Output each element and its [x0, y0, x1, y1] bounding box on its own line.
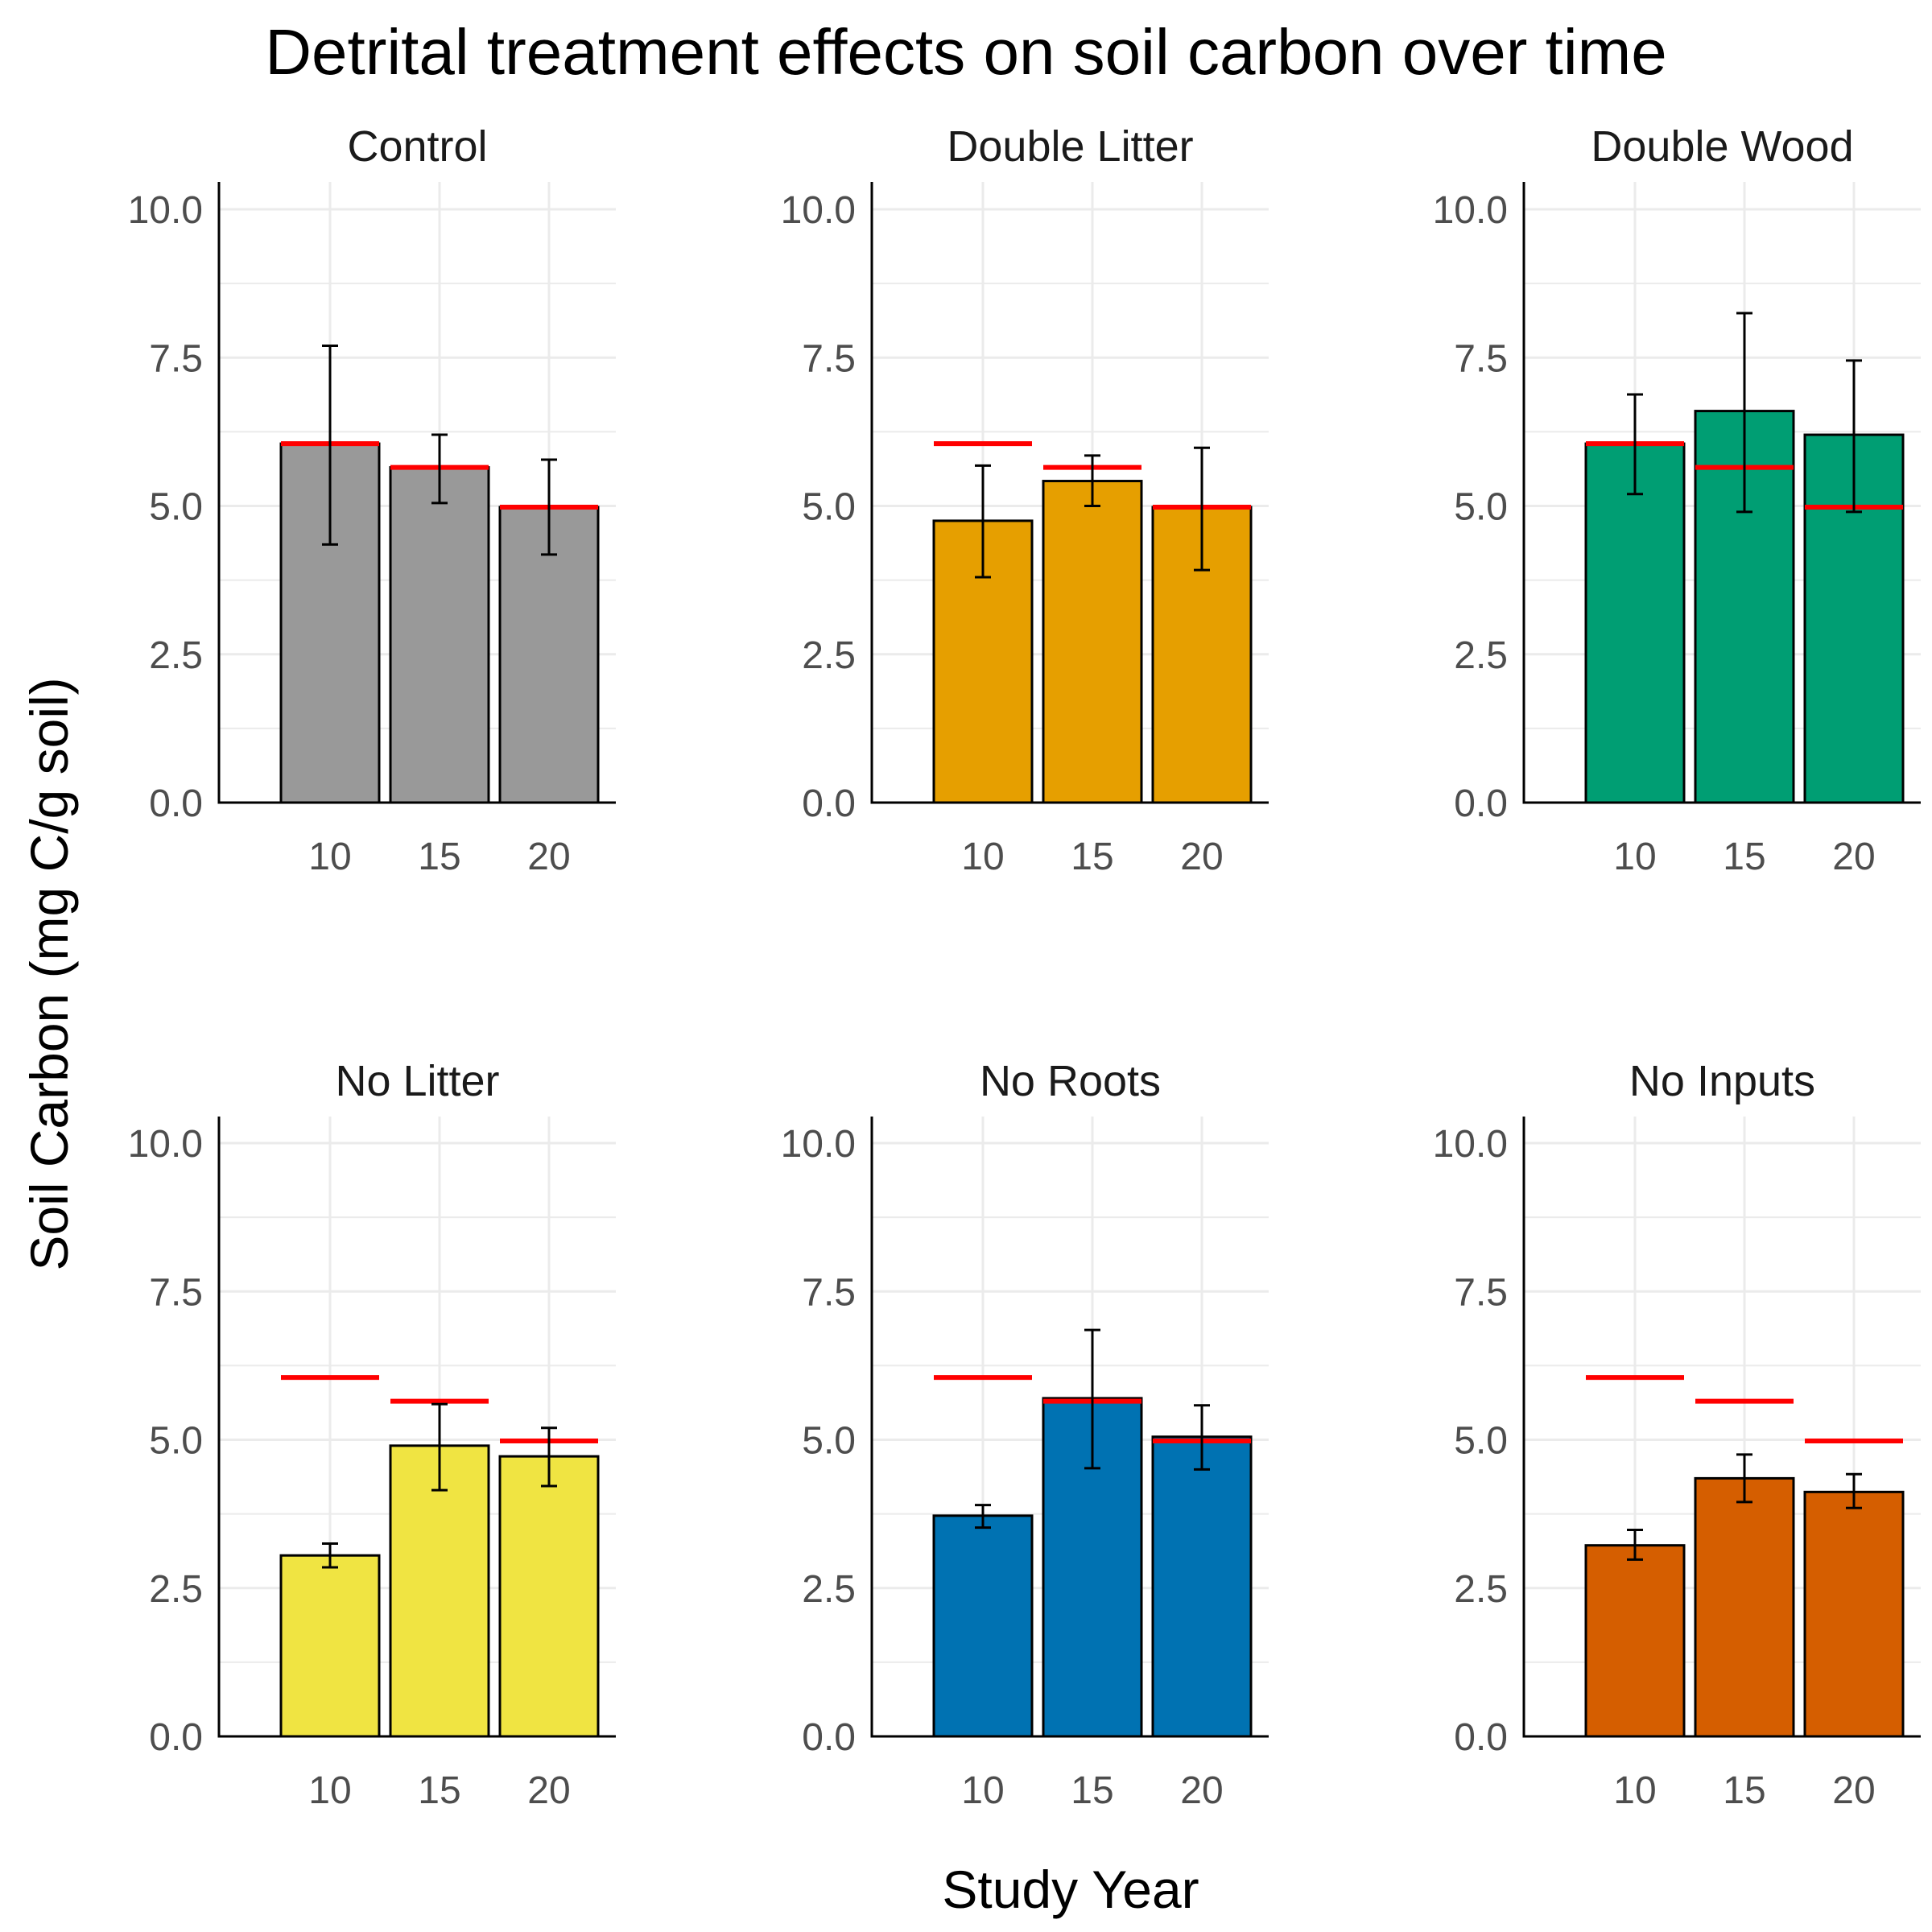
y-tick-label: 5.0	[149, 1420, 203, 1463]
x-tick-label: 20	[1832, 1769, 1875, 1812]
bar-no-inputs-15	[1694, 1476, 1795, 1738]
bar-no-inputs-10	[1584, 1544, 1686, 1738]
panel-title-double-wood: Double Wood	[1591, 122, 1853, 171]
y-tick-label: 10.0	[1433, 189, 1508, 232]
bar-no-litter-10	[279, 1554, 381, 1738]
y-tick-label: 5.0	[149, 486, 203, 529]
y-tick-label: 2.5	[149, 634, 203, 677]
x-tick-label: 10	[308, 1769, 351, 1812]
x-tick-label: 15	[1071, 836, 1113, 878]
x-tick-label: 20	[1180, 1769, 1223, 1812]
y-tick-label: 5.0	[802, 486, 856, 529]
y-tick-label: 10.0	[1433, 1123, 1508, 1166]
bar-no-roots-20	[1151, 1435, 1253, 1738]
y-tick-label: 2.5	[802, 634, 856, 677]
bar-double-wood-15	[1694, 410, 1795, 804]
y-tick-label: 2.5	[802, 1568, 856, 1611]
panel-title-no-litter: No Litter	[335, 1057, 499, 1105]
bar-no-roots-10	[932, 1514, 1034, 1738]
bar-double-litter-15	[1042, 480, 1143, 804]
x-tick-label: 15	[1723, 1769, 1765, 1812]
y-tick-label: 2.5	[1454, 1568, 1508, 1611]
y-tick-label: 10.0	[128, 1123, 203, 1166]
y-tick-label: 5.0	[802, 1420, 856, 1463]
y-tick-label: 7.5	[149, 337, 203, 380]
y-tick-label: 2.5	[149, 1568, 203, 1611]
x-tick-label: 15	[1723, 836, 1765, 878]
x-tick-label: 20	[527, 1769, 570, 1812]
y-tick-label: 10.0	[128, 189, 203, 232]
x-tick-label: 15	[418, 836, 460, 878]
panel-title-control: Control	[347, 122, 487, 171]
bar-no-inputs-20	[1803, 1490, 1905, 1738]
x-tick-label: 20	[527, 836, 570, 878]
bar-control-20	[498, 506, 600, 804]
y-tick-label: 7.5	[1454, 1271, 1508, 1314]
x-tick-label: 10	[961, 836, 1004, 878]
bar-control-15	[389, 466, 490, 804]
x-tick-label: 10	[1613, 836, 1656, 878]
y-tick-label: 0.0	[802, 1716, 856, 1759]
chart-title: Detrital treatment effects on soil carbo…	[265, 16, 1667, 88]
y-axis-title: Soil Carbon (mg C/g soil)	[19, 677, 79, 1270]
y-tick-label: 7.5	[802, 337, 856, 380]
y-tick-label: 10.0	[781, 1123, 856, 1166]
panel-title-no-inputs: No Inputs	[1629, 1057, 1815, 1105]
y-tick-label: 5.0	[1454, 1420, 1508, 1463]
y-tick-label: 2.5	[1454, 634, 1508, 677]
bar-double-wood-10	[1584, 442, 1686, 804]
x-tick-label: 15	[418, 1769, 460, 1812]
x-tick-label: 15	[1071, 1769, 1113, 1812]
y-tick-label: 0.0	[149, 782, 203, 825]
y-tick-label: 0.0	[1454, 782, 1508, 825]
x-tick-label: 20	[1180, 836, 1223, 878]
x-axis-title: Study Year	[942, 1860, 1199, 1919]
y-tick-label: 10.0	[781, 189, 856, 232]
y-tick-label: 7.5	[802, 1271, 856, 1314]
y-tick-label: 7.5	[1454, 337, 1508, 380]
x-tick-label: 20	[1832, 836, 1875, 878]
y-tick-label: 0.0	[1454, 1716, 1508, 1759]
y-tick-label: 7.5	[149, 1271, 203, 1314]
x-tick-label: 10	[1613, 1769, 1656, 1812]
x-tick-label: 10	[961, 1769, 1004, 1812]
panel-title-no-roots: No Roots	[980, 1057, 1161, 1105]
bar-no-litter-20	[498, 1455, 600, 1738]
panel-title-double-litter: Double Litter	[947, 122, 1193, 171]
x-tick-label: 10	[308, 836, 351, 878]
y-tick-label: 0.0	[149, 1716, 203, 1759]
y-tick-label: 0.0	[802, 782, 856, 825]
y-tick-label: 5.0	[1454, 486, 1508, 529]
